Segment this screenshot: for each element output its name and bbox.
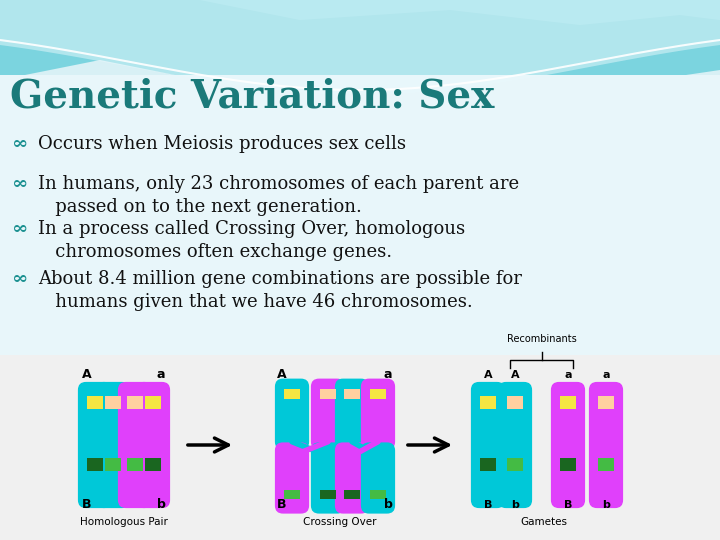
Polygon shape	[0, 0, 720, 95]
FancyBboxPatch shape	[311, 379, 345, 450]
FancyBboxPatch shape	[275, 442, 309, 514]
Bar	[598, 458, 614, 471]
Text: b: b	[511, 500, 519, 510]
Text: A: A	[82, 368, 92, 381]
Bar	[127, 458, 143, 471]
FancyBboxPatch shape	[136, 382, 170, 508]
Text: ∞: ∞	[12, 175, 28, 193]
Text: Genetic Variation: Sex: Genetic Variation: Sex	[10, 77, 495, 115]
FancyBboxPatch shape	[471, 382, 505, 508]
Bar	[560, 458, 576, 471]
Text: A: A	[484, 370, 492, 380]
Text: Homologous Pair: Homologous Pair	[80, 517, 168, 527]
Text: b: b	[602, 500, 610, 510]
Text: B: B	[277, 498, 287, 511]
Text: B: B	[82, 498, 91, 511]
FancyBboxPatch shape	[335, 379, 369, 450]
Text: ∞: ∞	[12, 135, 28, 153]
Text: B: B	[484, 500, 492, 510]
Text: A: A	[277, 368, 287, 381]
FancyBboxPatch shape	[78, 382, 112, 508]
Bar	[127, 395, 143, 409]
Bar	[320, 389, 336, 400]
Bar	[370, 389, 386, 400]
Bar	[105, 395, 121, 409]
Text: a: a	[157, 368, 166, 381]
Polygon shape	[0, 0, 720, 95]
FancyBboxPatch shape	[275, 379, 309, 450]
Text: a: a	[564, 370, 572, 380]
Bar	[507, 458, 523, 471]
Bar	[284, 389, 300, 400]
FancyBboxPatch shape	[335, 442, 369, 514]
Bar	[507, 395, 523, 409]
Bar	[560, 395, 576, 409]
Text: b: b	[156, 498, 166, 511]
FancyBboxPatch shape	[361, 442, 395, 514]
Text: a: a	[384, 368, 392, 381]
FancyBboxPatch shape	[311, 442, 345, 514]
Text: Occurs when Meiosis produces sex cells: Occurs when Meiosis produces sex cells	[38, 135, 406, 153]
Text: b: b	[384, 498, 392, 511]
Text: ∞: ∞	[12, 270, 28, 288]
Text: A: A	[510, 370, 519, 380]
Bar	[480, 395, 496, 409]
Text: Crossing Over: Crossing Over	[303, 517, 377, 527]
Bar	[87, 458, 103, 471]
Text: In humans, only 23 chromosomes of each parent are
   passed on to the next gener: In humans, only 23 chromosomes of each p…	[38, 175, 519, 216]
Bar	[344, 389, 360, 400]
Text: Recombinants: Recombinants	[507, 334, 577, 344]
Bar	[284, 490, 300, 499]
Bar	[0, 355, 720, 540]
Text: In a process called Crossing Over, homologous
   chromosomes often exchange gene: In a process called Crossing Over, homol…	[38, 220, 465, 261]
Bar	[344, 490, 360, 499]
Text: a: a	[602, 370, 610, 380]
Text: B: B	[564, 500, 572, 510]
Bar	[145, 458, 161, 471]
Text: ∞: ∞	[12, 220, 28, 238]
Bar	[145, 395, 161, 409]
FancyBboxPatch shape	[551, 382, 585, 508]
Text: About 8.4 million gene combinations are possible for
   humans given that we hav: About 8.4 million gene combinations are …	[38, 270, 522, 311]
FancyBboxPatch shape	[589, 382, 623, 508]
Bar	[480, 458, 496, 471]
Bar	[87, 395, 103, 409]
Polygon shape	[200, 0, 720, 25]
FancyBboxPatch shape	[118, 382, 152, 508]
FancyBboxPatch shape	[361, 379, 395, 450]
Text: Gametes: Gametes	[521, 517, 568, 527]
Bar	[0, 75, 720, 360]
Bar	[370, 490, 386, 499]
Bar	[320, 490, 336, 499]
FancyBboxPatch shape	[498, 382, 532, 508]
Bar	[105, 458, 121, 471]
Bar	[598, 395, 614, 409]
FancyBboxPatch shape	[96, 382, 130, 508]
